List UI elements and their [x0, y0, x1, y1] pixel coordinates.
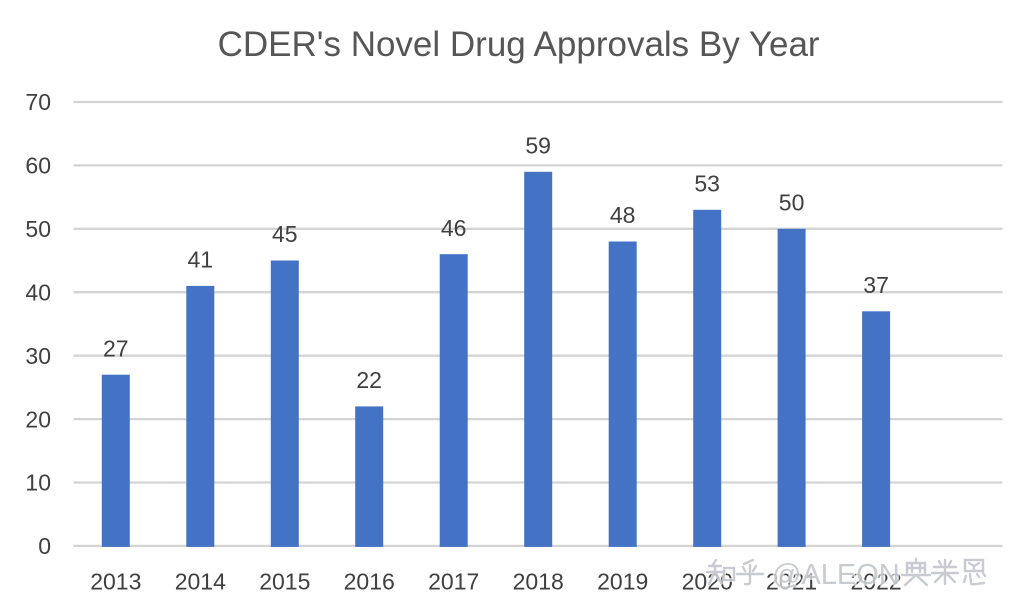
svg-text:@ALEON: @ALEON	[772, 559, 900, 591]
svg-text:2021: 2021	[766, 569, 817, 595]
svg-text:40: 40	[25, 279, 51, 305]
svg-text:2013: 2013	[90, 569, 141, 595]
svg-text:37: 37	[863, 272, 889, 298]
svg-text:2015: 2015	[259, 569, 310, 595]
svg-text:70: 70	[25, 89, 51, 115]
svg-text:50: 50	[779, 190, 805, 216]
svg-text:27: 27	[103, 335, 129, 361]
svg-text:53: 53	[694, 171, 720, 197]
svg-text:10: 10	[25, 470, 51, 496]
svg-text:2019: 2019	[597, 569, 648, 595]
svg-text:50: 50	[25, 216, 51, 242]
svg-text:60: 60	[25, 153, 51, 179]
svg-text:48: 48	[610, 202, 636, 228]
svg-text:0: 0	[38, 533, 51, 559]
svg-text:59: 59	[525, 133, 551, 159]
svg-text:@ALEON: @ALEON	[772, 559, 900, 591]
svg-text:2022: 2022	[851, 569, 902, 595]
svg-text:30: 30	[25, 343, 51, 369]
svg-text:46: 46	[441, 215, 467, 241]
svg-text:22: 22	[356, 367, 382, 393]
svg-text:41: 41	[188, 247, 214, 273]
svg-text:2017: 2017	[428, 569, 479, 595]
svg-text:45: 45	[272, 221, 298, 247]
svg-text:CDER's Novel Drug Approvals By: CDER's Novel Drug Approvals By Year	[218, 25, 820, 64]
svg-text:20: 20	[25, 406, 51, 432]
svg-text:2016: 2016	[344, 569, 395, 595]
svg-text:2014: 2014	[175, 569, 226, 595]
svg-text:2018: 2018	[513, 569, 564, 595]
